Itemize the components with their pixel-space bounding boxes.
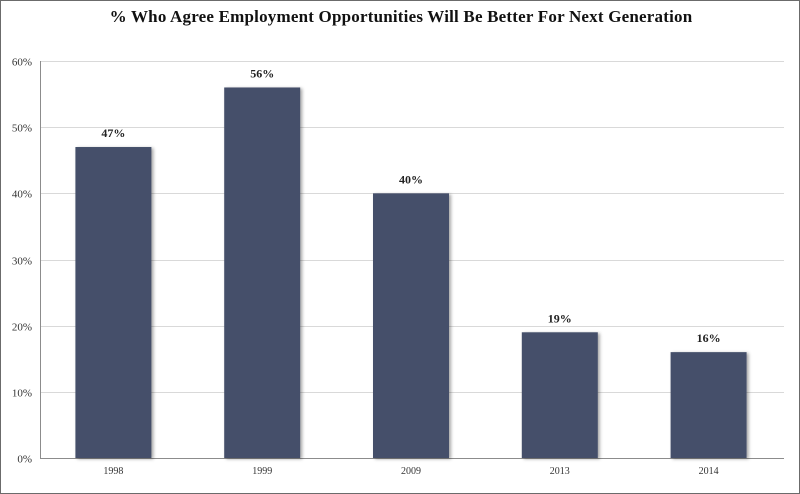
data-label-1998: 47%: [101, 126, 125, 140]
x-tick-label-1998: 1998: [103, 466, 123, 477]
y-tick-label: 0%: [17, 454, 32, 466]
x-tick-label-2009: 2009: [401, 466, 421, 477]
data-label-2009: 40%: [399, 172, 423, 186]
x-tick-label-1999: 1999: [252, 466, 272, 477]
y-tick-label: 60%: [12, 57, 32, 69]
bar-2013: [521, 332, 598, 458]
y-tick-label: 10%: [12, 388, 32, 400]
bar-2009: [373, 193, 449, 459]
y-tick-label: 40%: [12, 189, 32, 201]
y-tick-label: 20%: [12, 322, 32, 334]
x-tick-label-2014: 2014: [699, 466, 719, 477]
bar-1999: [224, 87, 301, 458]
data-label-2014: 16%: [697, 331, 721, 345]
data-label-1999: 56%: [250, 66, 274, 80]
bars: [75, 87, 747, 459]
labels: 0% 10% 20% 30% 40% 50% 60% 47% 1998 56% 1999 40% 200…: [12, 57, 721, 478]
y-tick-label: 50%: [12, 123, 32, 135]
y-tick-label: 30%: [12, 256, 32, 268]
bar-1998: [75, 147, 152, 458]
bar-2014: [670, 352, 747, 458]
chart-title: % Who Agree Employment Opportunities Wil…: [109, 7, 693, 26]
axes: [40, 61, 784, 459]
x-tick-label-2013: 2013: [550, 466, 570, 477]
data-label-2013: 19%: [548, 311, 572, 325]
